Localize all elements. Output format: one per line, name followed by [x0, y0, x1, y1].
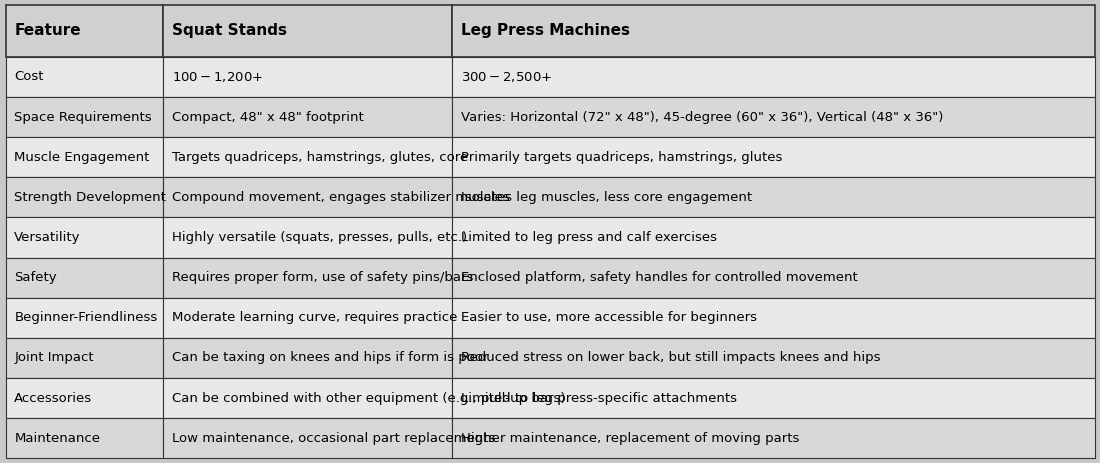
- Text: Requires proper form, use of safety pins/bars: Requires proper form, use of safety pins…: [173, 271, 474, 284]
- FancyBboxPatch shape: [452, 137, 1094, 177]
- FancyBboxPatch shape: [164, 298, 452, 338]
- FancyBboxPatch shape: [452, 57, 1094, 97]
- Text: Moderate learning curve, requires practice: Moderate learning curve, requires practi…: [173, 311, 458, 324]
- Text: Space Requirements: Space Requirements: [14, 111, 152, 124]
- Text: Highly versatile (squats, presses, pulls, etc.): Highly versatile (squats, presses, pulls…: [173, 231, 468, 244]
- FancyBboxPatch shape: [164, 5, 452, 57]
- Text: Limited to leg press and calf exercises: Limited to leg press and calf exercises: [461, 231, 717, 244]
- FancyBboxPatch shape: [6, 97, 164, 137]
- Text: Limited to leg press-specific attachments: Limited to leg press-specific attachment…: [461, 392, 737, 405]
- Text: Compound movement, engages stabilizer muscles: Compound movement, engages stabilizer mu…: [173, 191, 510, 204]
- Text: Feature: Feature: [14, 23, 81, 38]
- FancyBboxPatch shape: [452, 97, 1094, 137]
- FancyBboxPatch shape: [452, 298, 1094, 338]
- Text: $300 - $2,500+: $300 - $2,500+: [461, 70, 552, 84]
- Text: Targets quadriceps, hamstrings, glutes, core: Targets quadriceps, hamstrings, glutes, …: [173, 150, 469, 164]
- FancyBboxPatch shape: [6, 137, 164, 177]
- Text: Strength Development: Strength Development: [14, 191, 166, 204]
- Text: Reduced stress on lower back, but still impacts knees and hips: Reduced stress on lower back, but still …: [461, 351, 880, 364]
- FancyBboxPatch shape: [6, 177, 164, 218]
- Text: Compact, 48" x 48" footprint: Compact, 48" x 48" footprint: [173, 111, 364, 124]
- FancyBboxPatch shape: [452, 338, 1094, 378]
- FancyBboxPatch shape: [452, 5, 1094, 57]
- FancyBboxPatch shape: [452, 177, 1094, 218]
- Text: Varies: Horizontal (72" x 48"), 45-degree (60" x 36"), Vertical (48" x 36"): Varies: Horizontal (72" x 48"), 45-degre…: [461, 111, 943, 124]
- FancyBboxPatch shape: [6, 218, 164, 257]
- Text: Squat Stands: Squat Stands: [173, 23, 287, 38]
- Text: Can be combined with other equipment (e.g., pull-up bars): Can be combined with other equipment (e.…: [173, 392, 565, 405]
- FancyBboxPatch shape: [452, 378, 1094, 418]
- Text: Isolates leg muscles, less core engagement: Isolates leg muscles, less core engageme…: [461, 191, 752, 204]
- Text: Safety: Safety: [14, 271, 57, 284]
- FancyBboxPatch shape: [452, 218, 1094, 257]
- Text: Low maintenance, occasional part replacements: Low maintenance, occasional part replace…: [173, 432, 496, 445]
- Text: Cost: Cost: [14, 70, 44, 83]
- FancyBboxPatch shape: [6, 338, 164, 378]
- FancyBboxPatch shape: [452, 418, 1094, 458]
- FancyBboxPatch shape: [164, 338, 452, 378]
- FancyBboxPatch shape: [6, 418, 164, 458]
- FancyBboxPatch shape: [6, 57, 164, 97]
- FancyBboxPatch shape: [164, 218, 452, 257]
- FancyBboxPatch shape: [452, 257, 1094, 298]
- Text: Higher maintenance, replacement of moving parts: Higher maintenance, replacement of movin…: [461, 432, 800, 445]
- Text: Accessories: Accessories: [14, 392, 92, 405]
- FancyBboxPatch shape: [164, 57, 452, 97]
- FancyBboxPatch shape: [6, 257, 164, 298]
- FancyBboxPatch shape: [6, 298, 164, 338]
- FancyBboxPatch shape: [164, 257, 452, 298]
- FancyBboxPatch shape: [164, 137, 452, 177]
- Text: Joint Impact: Joint Impact: [14, 351, 94, 364]
- FancyBboxPatch shape: [164, 418, 452, 458]
- Text: Muscle Engagement: Muscle Engagement: [14, 150, 150, 164]
- Text: Easier to use, more accessible for beginners: Easier to use, more accessible for begin…: [461, 311, 757, 324]
- Text: Beginner-Friendliness: Beginner-Friendliness: [14, 311, 157, 324]
- Text: Maintenance: Maintenance: [14, 432, 100, 445]
- Text: $100 - $1,200+: $100 - $1,200+: [173, 70, 263, 84]
- FancyBboxPatch shape: [164, 177, 452, 218]
- Text: Versatility: Versatility: [14, 231, 80, 244]
- Text: Enclosed platform, safety handles for controlled movement: Enclosed platform, safety handles for co…: [461, 271, 858, 284]
- FancyBboxPatch shape: [6, 378, 164, 418]
- Text: Can be taxing on knees and hips if form is poor: Can be taxing on knees and hips if form …: [173, 351, 488, 364]
- FancyBboxPatch shape: [164, 378, 452, 418]
- FancyBboxPatch shape: [164, 97, 452, 137]
- FancyBboxPatch shape: [6, 5, 164, 57]
- Text: Leg Press Machines: Leg Press Machines: [461, 23, 630, 38]
- Text: Primarily targets quadriceps, hamstrings, glutes: Primarily targets quadriceps, hamstrings…: [461, 150, 782, 164]
